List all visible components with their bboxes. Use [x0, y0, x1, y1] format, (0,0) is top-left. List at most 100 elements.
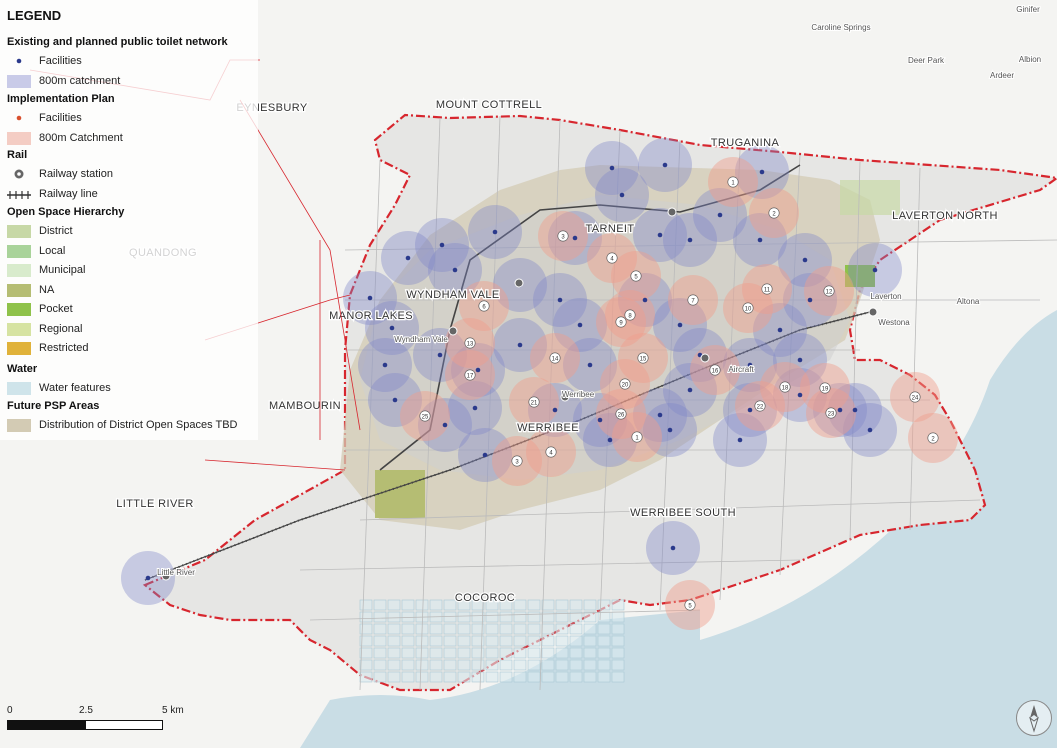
- existing-facility-marker[interactable]: [737, 437, 743, 443]
- existing-facility-marker[interactable]: [717, 212, 723, 218]
- water-cell: [471, 611, 485, 623]
- plan-facility-marker[interactable]: 23: [825, 407, 837, 419]
- existing-facility-marker[interactable]: [757, 237, 763, 243]
- plan-facility-marker[interactable]: 19: [819, 382, 831, 394]
- existing-facility-marker[interactable]: [557, 297, 563, 303]
- existing-facility-marker[interactable]: [367, 295, 373, 301]
- plan-facility-marker[interactable]: 8: [624, 309, 636, 321]
- plan-facility-marker[interactable]: 4: [606, 252, 618, 264]
- existing-facility-marker[interactable]: [802, 257, 808, 263]
- existing-facility-marker[interactable]: [687, 237, 693, 243]
- plan-facility-marker[interactable]: 20: [619, 378, 631, 390]
- existing-facility-marker[interactable]: [670, 545, 676, 551]
- existing-facility-marker[interactable]: [442, 422, 448, 428]
- existing-facility-marker[interactable]: [517, 342, 523, 348]
- existing-facility-marker[interactable]: [642, 297, 648, 303]
- existing-facility-marker[interactable]: [852, 407, 858, 413]
- plan-facility-marker[interactable]: 15: [637, 352, 649, 364]
- plan-facility-marker[interactable]: 17: [464, 369, 476, 381]
- existing-facility-marker[interactable]: [657, 232, 663, 238]
- north-arrow-icon: [1016, 700, 1052, 736]
- plan-facility-marker[interactable]: 26: [615, 408, 627, 420]
- existing-facility-marker[interactable]: [687, 387, 693, 393]
- existing-facility-marker[interactable]: [492, 229, 498, 235]
- plan-facility-marker[interactable]: 7: [687, 294, 699, 306]
- existing-facility-marker[interactable]: [797, 357, 803, 363]
- existing-facility-marker[interactable]: [657, 412, 663, 418]
- existing-facility-marker[interactable]: [759, 169, 765, 175]
- existing-facility-marker[interactable]: [439, 242, 445, 248]
- existing-facility-marker[interactable]: [577, 322, 583, 328]
- legend-swatch: [7, 74, 31, 88]
- existing-facility-marker[interactable]: [597, 417, 603, 423]
- existing-facility-marker[interactable]: [619, 192, 625, 198]
- water-cell: [401, 659, 415, 671]
- water-cell: [443, 635, 457, 647]
- minor-place-label: Deer Park: [908, 56, 945, 65]
- existing-facility-marker[interactable]: [552, 407, 558, 413]
- existing-facility-marker[interactable]: [392, 397, 398, 403]
- existing-facility-marker[interactable]: [662, 162, 668, 168]
- existing-facility-marker[interactable]: [607, 437, 613, 443]
- plan-facility-marker[interactable]: 22: [754, 400, 766, 412]
- place-label: MOUNT COTTRELL: [436, 99, 542, 111]
- plan-facility-marker[interactable]: 21: [528, 396, 540, 408]
- plan-facility-marker[interactable]: 2: [768, 207, 780, 219]
- plan-facility-marker[interactable]: 24: [909, 391, 921, 403]
- plan-facility-marker[interactable]: 16: [709, 364, 721, 376]
- existing-facility-marker[interactable]: [807, 297, 813, 303]
- existing-facility-marker[interactable]: [572, 235, 578, 241]
- existing-facility-marker[interactable]: [437, 352, 443, 358]
- existing-facility-marker[interactable]: [405, 255, 411, 261]
- plan-facility-marker[interactable]: 10: [742, 302, 754, 314]
- plan-facility-marker[interactable]: 14: [549, 352, 561, 364]
- plan-facility-marker[interactable]: 18: [779, 381, 791, 393]
- plan-facility-marker[interactable]: 5: [630, 270, 642, 282]
- existing-facility-marker[interactable]: [145, 575, 151, 581]
- existing-facility-marker[interactable]: [837, 407, 843, 413]
- plan-facility-marker[interactable]: 4: [545, 446, 557, 458]
- water-cell: [555, 671, 569, 683]
- existing-facility-marker[interactable]: [587, 362, 593, 368]
- existing-facility-marker[interactable]: [382, 362, 388, 368]
- plan-facility-number: 7: [691, 298, 695, 304]
- existing-facility-marker[interactable]: [472, 405, 478, 411]
- existing-facility-marker[interactable]: [475, 367, 481, 373]
- existing-facility-marker[interactable]: [777, 327, 783, 333]
- plan-facility-marker[interactable]: 3: [557, 230, 569, 242]
- water-cell: [387, 611, 401, 623]
- existing-facility-marker[interactable]: [482, 452, 488, 458]
- plan-facility-marker[interactable]: 1: [631, 431, 643, 443]
- water-cell: [597, 671, 611, 683]
- existing-facility-marker[interactable]: [389, 325, 395, 331]
- plan-facility-marker[interactable]: 1: [727, 176, 739, 188]
- existing-facility-marker[interactable]: [797, 392, 803, 398]
- existing-facility-marker[interactable]: [747, 407, 753, 413]
- existing-facility-marker[interactable]: [872, 267, 878, 273]
- railway-station-icon: [667, 207, 677, 217]
- plan-facility-marker[interactable]: 3: [511, 455, 523, 467]
- plan-facility-marker[interactable]: 25: [419, 410, 431, 422]
- water-cell: [387, 671, 401, 683]
- water-cell: [611, 659, 625, 671]
- plan-facility-marker[interactable]: 12: [823, 285, 835, 297]
- existing-facility-marker[interactable]: [609, 165, 615, 171]
- existing-facility-marker[interactable]: [677, 322, 683, 328]
- plan-facility-marker[interactable]: 13: [464, 337, 476, 349]
- plan-facility-marker[interactable]: 9: [615, 316, 627, 328]
- plan-facility-marker[interactable]: 2: [927, 432, 939, 444]
- existing-facility-marker[interactable]: [867, 427, 873, 433]
- water-cell: [541, 635, 555, 647]
- existing-facility-marker[interactable]: [667, 427, 673, 433]
- water-cell: [499, 611, 513, 623]
- water-cell: [429, 647, 443, 659]
- existing-facility-marker[interactable]: [747, 362, 753, 368]
- plan-facility-marker[interactable]: 5: [684, 599, 696, 611]
- plan-facility-marker[interactable]: 11: [761, 283, 773, 295]
- plan-facility-number: 19: [822, 386, 829, 392]
- existing-facility-marker[interactable]: [452, 267, 458, 273]
- plan-facility-marker[interactable]: 6: [478, 300, 490, 312]
- plan-facility-badge: [779, 381, 791, 393]
